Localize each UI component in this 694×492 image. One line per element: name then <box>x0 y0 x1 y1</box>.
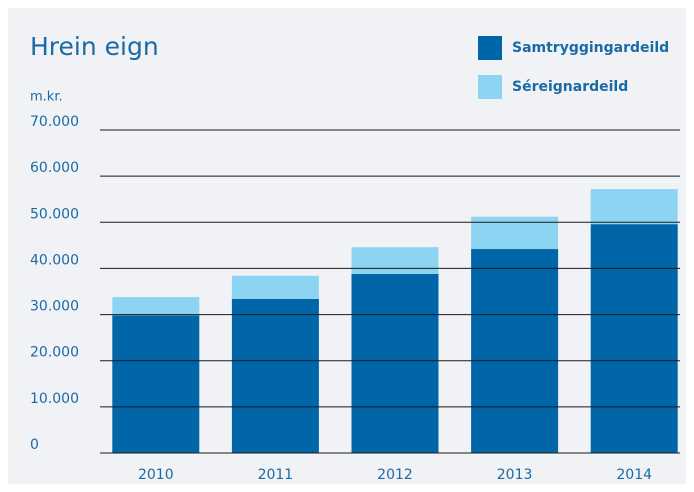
bar-segment <box>112 297 200 316</box>
y-axis-label: m.kr. <box>30 90 63 105</box>
x-tick-label: 2011 <box>258 467 294 483</box>
x-tick-label: 2013 <box>497 467 533 483</box>
chart-title: Hrein eign <box>30 32 159 61</box>
y-tick-label: 20.000 <box>30 345 79 361</box>
bar-segment <box>351 247 439 274</box>
bar-segment <box>471 249 559 453</box>
legend-swatch <box>478 75 502 99</box>
bar-segment <box>351 273 439 453</box>
y-tick-label: 10.000 <box>30 391 79 407</box>
x-tick-label: 2012 <box>377 467 413 483</box>
legend-label: Séreignardeild <box>512 79 628 95</box>
bar-segment <box>112 315 200 453</box>
bar-segment <box>590 189 678 225</box>
bar-segment <box>231 275 319 299</box>
bar-segment <box>231 298 319 453</box>
y-tick-label: 40.000 <box>30 252 79 268</box>
y-tick-label: 0 <box>30 437 39 453</box>
x-tick-label: 2014 <box>616 467 652 483</box>
legend-swatch <box>478 36 502 60</box>
y-tick-label: 70.000 <box>30 114 79 130</box>
y-tick-label: 60.000 <box>30 160 79 176</box>
x-tick-label: 2010 <box>138 467 174 483</box>
bar-segment <box>590 224 678 453</box>
y-tick-label: 30.000 <box>30 299 79 315</box>
legend-label: Samtryggingardeild <box>512 40 669 56</box>
y-tick-label: 50.000 <box>30 206 79 222</box>
bar-segment <box>471 216 559 250</box>
